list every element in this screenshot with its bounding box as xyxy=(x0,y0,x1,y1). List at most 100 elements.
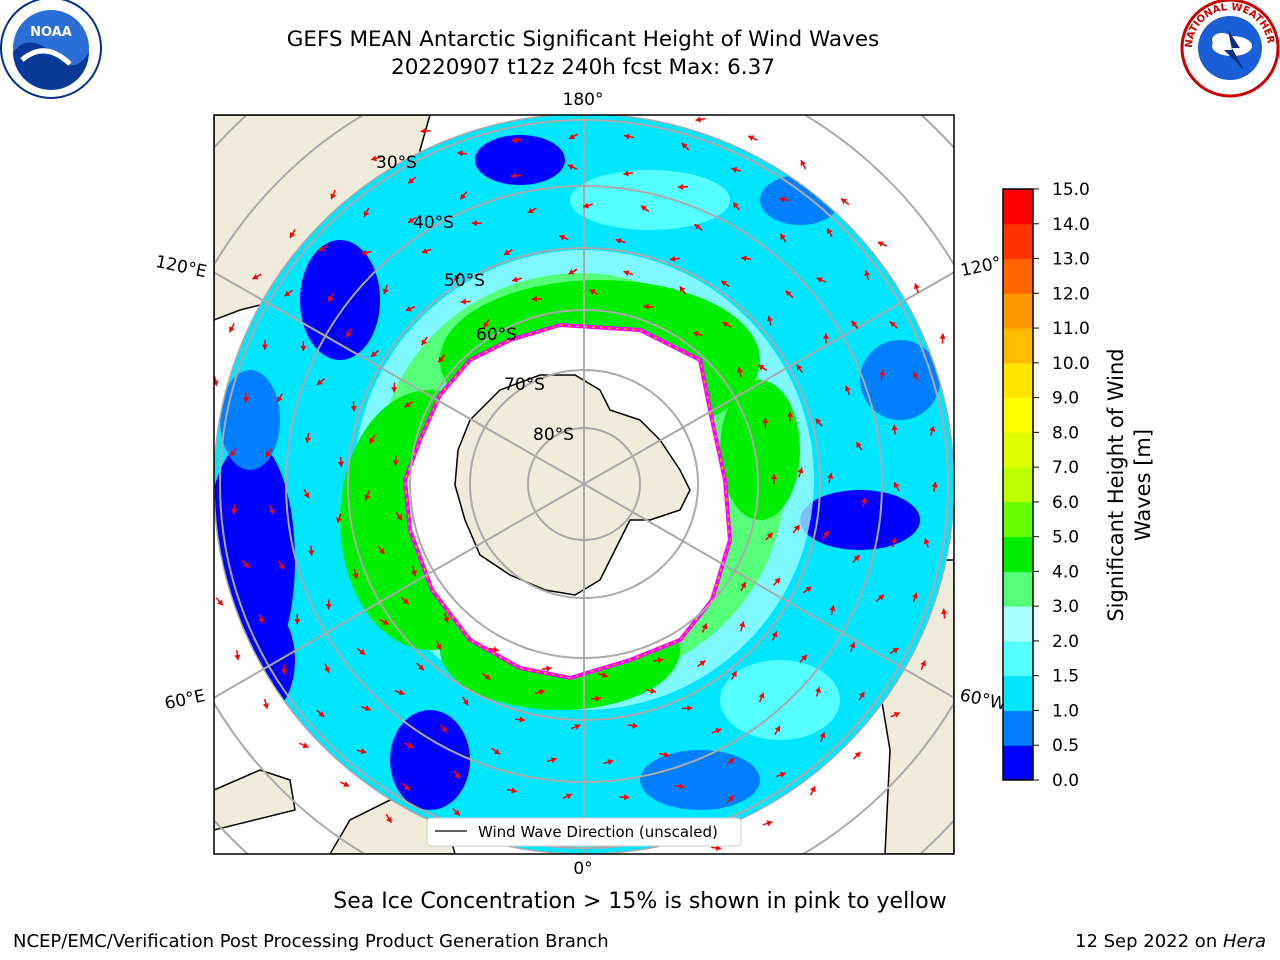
wave-direction-arrowhead xyxy=(343,781,350,787)
wave-direction-arrowhead xyxy=(457,150,463,157)
wave-direction-arrowhead xyxy=(217,599,223,606)
wave-direction-arrowhead xyxy=(511,137,518,144)
run-date-text: 12 Sep 2022 on xyxy=(1075,931,1223,952)
wave-direction-arrowhead xyxy=(277,396,283,403)
wave-direction-arrowhead xyxy=(779,196,785,203)
wave-direction-arrowhead xyxy=(493,646,499,653)
wave-direction-arrowhead xyxy=(443,616,450,623)
wave-direction-arrowhead xyxy=(484,674,491,680)
colorbar-tick-label: 10.0 xyxy=(1052,354,1090,374)
wave-direction-arrowhead xyxy=(243,561,249,568)
credit-text: NCEP/EMC/Verification Post Processing Pr… xyxy=(13,931,609,952)
lon-label-60w: 60°W xyxy=(958,685,1008,714)
wave-direction-arrowhead xyxy=(281,669,288,675)
title-line-2: 20220907 t12z 240h fcst Max: 6.37 xyxy=(391,55,775,80)
wave-direction-arrowhead xyxy=(929,426,936,432)
wave-band-4m-east xyxy=(720,380,800,520)
wave-direction-arrowhead xyxy=(766,533,773,539)
wave-direction-arrowhead xyxy=(229,326,235,333)
colorbar-tick-label: 7.0 xyxy=(1052,458,1079,478)
wave-direction-arrowhead xyxy=(624,133,630,140)
colorbar-tick-label: 15.0 xyxy=(1052,180,1090,200)
colorbar-tick-label: 11.0 xyxy=(1052,319,1090,339)
wave-direction-arrowhead xyxy=(460,298,466,305)
wave-direction-arrowhead xyxy=(663,751,670,758)
noaa-logo: NOAA xyxy=(0,0,102,99)
wave-direction-arrowhead xyxy=(939,333,946,339)
wave-direction-arrowhead xyxy=(519,716,525,723)
nws-logo-text: NATIONAL WEATHER SERVICE xyxy=(0,0,1276,48)
map-legend: Wind Wave Direction (unscaled) xyxy=(426,817,742,847)
wave-direction-arrowhead xyxy=(493,748,500,755)
wave-direction-arrowhead xyxy=(262,702,269,709)
wave-direction-arrowhead xyxy=(325,604,332,610)
wave-direction-arrowhead xyxy=(632,722,638,729)
wave-direction-arrowhead xyxy=(731,671,737,678)
wave-direction-arrowhead xyxy=(731,166,738,173)
latitude-labels: 30°S 40°S 50°S 60°S 70°S 80°S xyxy=(376,153,574,445)
wave-direction-arrowhead xyxy=(382,619,389,625)
colorbar-tick-label: 9.0 xyxy=(1052,389,1079,409)
run-date: 12 Sep 2022 on Hera xyxy=(1075,931,1266,952)
wave-direction-arrowhead xyxy=(801,654,807,661)
wave-direction-arrowhead xyxy=(421,339,428,346)
legend-label: Wind Wave Direction (unscaled) xyxy=(478,823,718,841)
wave-direction-arrowhead xyxy=(510,172,517,179)
wave-direction-arrowhead xyxy=(359,649,366,655)
wave-direction-arrowhead xyxy=(856,442,862,449)
wave-direction-arrowhead xyxy=(819,732,826,739)
wave-direction-arrowhead xyxy=(302,742,309,749)
wave-direction-arrowhead xyxy=(462,699,469,706)
wave-direction-arrowhead xyxy=(864,270,871,277)
wave-direction-arrowhead xyxy=(736,367,743,373)
wave-direction-arrowhead xyxy=(615,238,622,245)
wave-direction-arrowhead xyxy=(607,759,614,766)
wave-direction-arrowhead xyxy=(583,202,589,209)
wave-direction-arrowhead xyxy=(851,320,858,327)
lat-label-60s: 60°S xyxy=(476,325,517,345)
wave-direction-arrowhead xyxy=(318,711,325,717)
colorbar-segment xyxy=(1003,328,1033,364)
low-wave-patch xyxy=(475,135,565,185)
wave-direction-arrowhead xyxy=(893,482,900,489)
noaa-logo-text: NOAA xyxy=(30,25,72,40)
wave-direction-arrowhead xyxy=(774,577,781,584)
wave-direction-arrowhead xyxy=(284,290,291,297)
wave-direction-arrowhead xyxy=(512,276,518,283)
wave-direction-arrowhead xyxy=(728,757,735,764)
wave-direction-arrowhead xyxy=(827,472,834,479)
graticule xyxy=(214,115,954,854)
wave-direction-arrowhead xyxy=(392,460,399,466)
colorbar-tick-label: 1.0 xyxy=(1052,701,1079,721)
wave-direction-arrowhead xyxy=(721,280,728,287)
wave-direction-arrowhead xyxy=(692,331,699,337)
wave-direction-arrowhead xyxy=(568,268,575,275)
wave-direction-arrowhead xyxy=(378,548,385,555)
wave-direction-arrowhead xyxy=(889,321,896,328)
wave-direction-arrowhead xyxy=(386,816,392,823)
wave-direction-arrowhead xyxy=(891,424,898,431)
wave-direction-arrowhead xyxy=(407,742,414,749)
lon-label-120w: 120° xyxy=(959,253,1003,281)
sea-ice-note: Sea Ice Concentration > 15% is shown in … xyxy=(333,889,947,914)
colorbar-segment xyxy=(1003,362,1033,399)
wave-direction-arrowhead xyxy=(402,598,409,605)
wave-direction-arrowhead xyxy=(858,691,865,698)
wave-direction-arrowhead xyxy=(623,794,630,801)
lat-label-80s: 80°S xyxy=(533,425,574,445)
wave-direction-arrowhead xyxy=(727,795,734,802)
wave-direction-arrowhead xyxy=(816,277,823,283)
wave-direction-arrowhead xyxy=(408,177,415,184)
wave-direction-arrowhead xyxy=(261,344,269,350)
wave-direction-arrowhead xyxy=(567,164,574,170)
title-line-1: GEFS MEAN Antarctic Significant Height o… xyxy=(286,27,880,52)
wave-direction-arrowhead xyxy=(786,411,794,418)
wave-direction-arrowhead xyxy=(294,619,301,625)
wave-direction-arrowhead xyxy=(679,286,686,293)
wave-direction-arrowhead xyxy=(346,331,352,338)
low-wave-patch xyxy=(300,240,380,360)
wave-direction-arrowhead xyxy=(762,418,769,424)
wave-direction-arrowhead xyxy=(913,283,920,290)
wave-direction-arrowhead xyxy=(748,135,755,141)
